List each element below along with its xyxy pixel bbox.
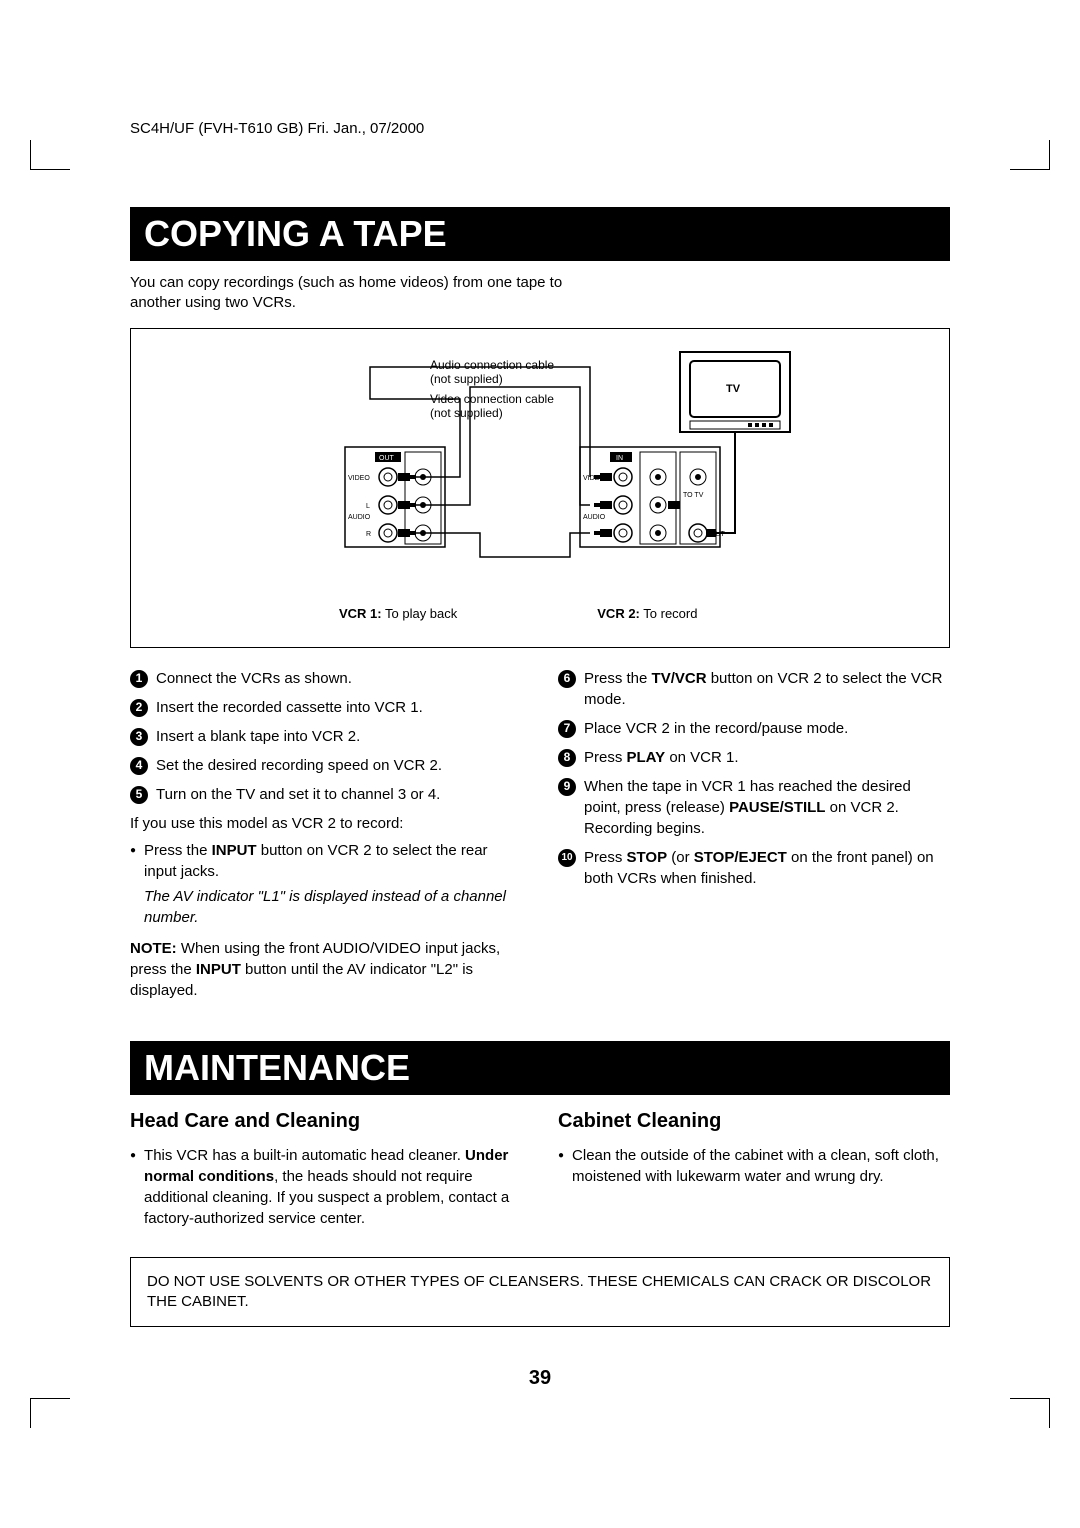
step-6: 6Press the TV/VCR button on VCR 2 to sel… [558,668,950,710]
crop-mark [1010,140,1050,170]
subhead-head-care: Head Care and Cleaning [130,1107,522,1135]
svg-text:AUDIO: AUDIO [348,514,371,521]
instructions-left-col: 1Connect the VCRs as shown. 2Insert the … [130,668,522,1001]
subhead-cabinet: Cabinet Cleaning [558,1107,950,1135]
svg-text:(not supplied): (not supplied) [430,372,503,386]
step-9: 9When the tape in VCR 1 has reached the … [558,776,950,839]
svg-text:R: R [366,531,371,538]
section-title-maintenance: MAINTENANCE [130,1041,950,1095]
head-care-col: Head Care and Cleaning This VCR has a bu… [130,1107,522,1233]
head-care-bullet: This VCR has a built-in automatic head c… [130,1145,522,1229]
step-8: 8Press PLAY on VCR 1. [558,747,950,768]
connection-diagram: Audio connection cable (not supplied) Vi… [130,328,950,648]
bullet-input: Press the INPUT button on VCR 2 to selec… [130,840,522,882]
step-10: 10Press STOP (or STOP/EJECT on the front… [558,847,950,889]
intro-paragraph: You can copy recordings (such as home vi… [130,273,581,314]
step-3: 3Insert a blank tape into VCR 2. [130,726,522,747]
section-title-copying: COPYING A TAPE [130,207,950,261]
page-number: 39 [130,1367,950,1390]
italic-note: The AV indicator "L1" is displayed inste… [144,886,522,928]
step-4: 4Set the desired recording speed on VCR … [130,755,522,776]
svg-text:VIDEO: VIDEO [348,475,370,482]
vcr1-caption: VCR 1: To play back [339,606,457,621]
svg-text:OUT: OUT [379,455,395,462]
audio-cable-label: Audio connection cable [430,358,554,372]
tv-icon: TV [680,352,790,432]
svg-text:TV: TV [726,383,741,395]
crop-mark [30,140,70,170]
sub-paragraph: If you use this model as VCR 2 to record… [130,813,522,834]
step-5: 5Turn on the TV and set it to channel 3 … [130,784,522,805]
crop-mark [30,1398,70,1428]
document-header: SC4H/UF (FVH-T610 GB) Fri. Jan., 07/2000 [130,120,950,137]
diagram-svg: Audio connection cable (not supplied) Vi… [149,347,931,597]
vcr2-caption: VCR 2: To record [597,606,697,621]
instructions-columns: 1Connect the VCRs as shown. 2Insert the … [130,668,950,1001]
vcr2-panel: IN VIDEO L AUDIO R TO TV OUT [580,447,726,547]
vcr1-panel: OUT VIDEO L AUDIO R [345,447,445,547]
step-2: 2Insert the recorded cassette into VCR 1… [130,697,522,718]
instructions-right-col: 6Press the TV/VCR button on VCR 2 to sel… [558,668,950,1001]
svg-text:TO TV: TO TV [683,492,704,499]
svg-text:AUDIO: AUDIO [583,514,606,521]
step-7: 7Place VCR 2 in the record/pause mode. [558,718,950,739]
cabinet-bullet: Clean the outside of the cabinet with a … [558,1145,950,1187]
svg-text:IN: IN [616,455,623,462]
step-1: 1Connect the VCRs as shown. [130,668,522,689]
svg-text:L: L [366,503,370,510]
warning-box: DO NOT USE SOLVENTS OR OTHER TYPES OF CL… [130,1257,950,1328]
note-paragraph: NOTE: When using the front AUDIO/VIDEO i… [130,938,522,1001]
crop-mark [1010,1398,1050,1428]
svg-text:(not supplied): (not supplied) [430,406,503,420]
cabinet-cleaning-col: Cabinet Cleaning Clean the outside of th… [558,1107,950,1233]
